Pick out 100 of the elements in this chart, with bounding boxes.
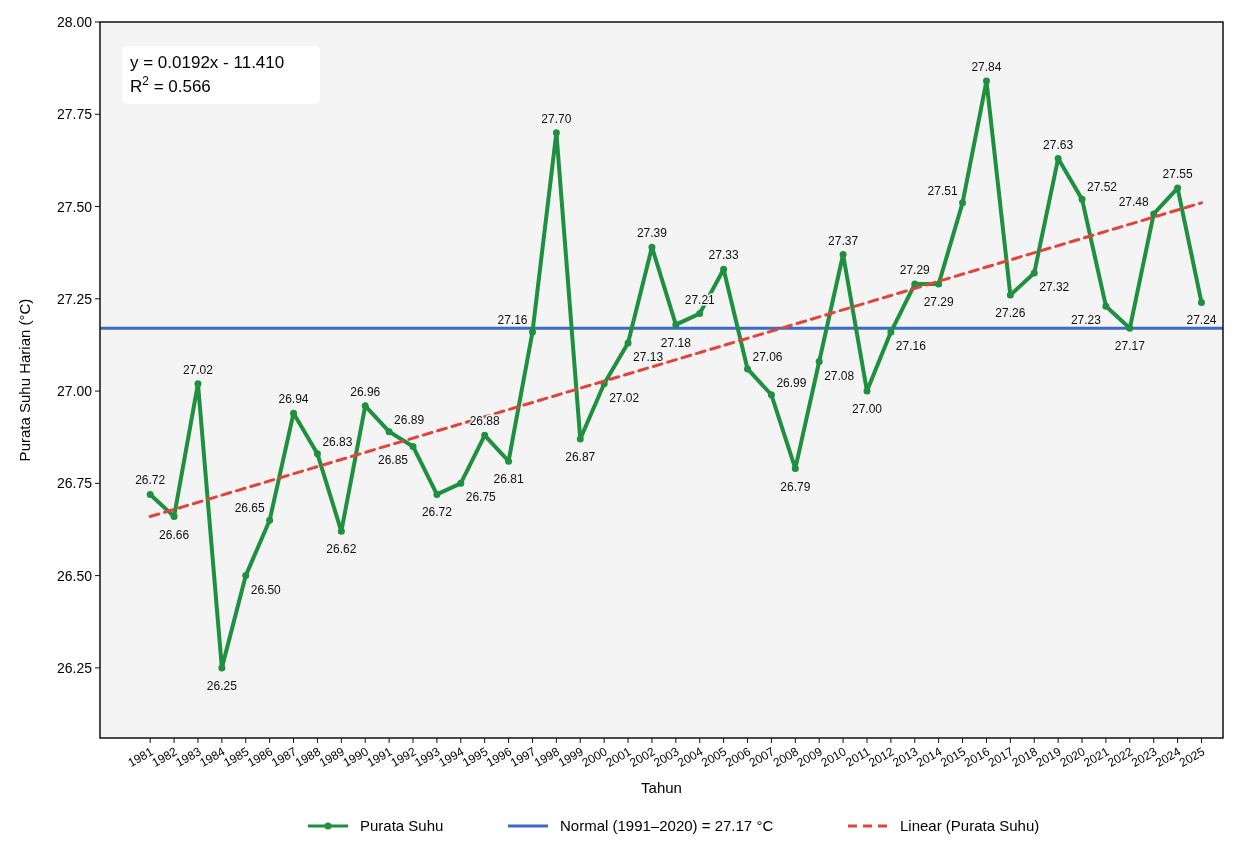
- data-label: 27.48: [1118, 194, 1150, 209]
- legend-label: Normal (1991–2020) = 27.17 °C: [560, 817, 774, 834]
- point: [266, 516, 274, 524]
- data-label: 26.87: [565, 450, 596, 465]
- point: [863, 387, 871, 395]
- legend-label: Purata Suhu: [360, 817, 444, 834]
- data-label: 27.17: [1114, 339, 1146, 354]
- data-label: 27.51: [927, 183, 958, 198]
- data-label: 27.16: [895, 339, 927, 354]
- point: [767, 391, 775, 399]
- data-label: 26.25: [206, 678, 238, 693]
- data-label: 26.99: [776, 375, 807, 390]
- point: [313, 450, 321, 458]
- annotation: y = 0.0192x - 11.410: [130, 53, 285, 72]
- data-label: 27.84: [971, 60, 1002, 75]
- data-label: 27.26: [995, 306, 1026, 321]
- data-label: 26.94: [278, 392, 309, 407]
- data-label: 27.55: [1162, 167, 1193, 182]
- point: [982, 77, 990, 85]
- y-tick-label: 27.00: [56, 383, 93, 400]
- data-label: 26.89: [394, 412, 425, 427]
- y-tick-label: 28.00: [56, 14, 93, 30]
- point: [528, 328, 536, 336]
- y-tick-label: 26.75: [56, 475, 93, 492]
- data-label: 26.66: [159, 527, 190, 542]
- data-label: 27.24: [1186, 313, 1217, 328]
- point: [1078, 195, 1086, 203]
- data-label: 26.81: [493, 472, 524, 487]
- data-label: 26.65: [234, 501, 265, 516]
- point: [337, 527, 345, 535]
- y-tick-label: 26.25: [56, 659, 93, 676]
- point: [290, 409, 298, 417]
- y-tick-label: 27.25: [56, 290, 93, 307]
- point: [1006, 291, 1014, 299]
- data-label: 26.62: [326, 542, 357, 557]
- point: [1150, 210, 1158, 218]
- y-axis-title: Purata Suhu Harian (°C): [16, 298, 33, 462]
- data-label: 27.29: [923, 295, 955, 310]
- point: [959, 199, 967, 207]
- data-label: 26.96: [350, 384, 381, 399]
- point: [1126, 324, 1134, 332]
- point: [815, 358, 823, 366]
- point: [1030, 269, 1038, 277]
- data-label: 27.70: [541, 111, 572, 126]
- point: [720, 265, 728, 273]
- y-tick-label: 27.50: [56, 198, 93, 215]
- point: [1102, 302, 1110, 310]
- point: [744, 365, 752, 373]
- data-label: 27.02: [182, 362, 214, 377]
- data-label: 26.72: [421, 505, 453, 520]
- point: [887, 328, 895, 336]
- data-label: 26.88: [469, 414, 501, 429]
- data-label: 27.29: [899, 263, 931, 278]
- y-tick-label: 27.75: [56, 106, 93, 123]
- point: [218, 664, 226, 672]
- data-label: 27.00: [851, 402, 883, 417]
- point: [624, 339, 632, 347]
- point: [194, 380, 202, 388]
- point: [672, 321, 680, 329]
- legend-label: Linear (Purata Suhu): [900, 817, 1040, 834]
- point: [1174, 184, 1182, 192]
- point: [648, 243, 656, 251]
- point: [1054, 155, 1062, 163]
- data-label: 26.83: [322, 434, 353, 449]
- point: [170, 513, 178, 521]
- point: [457, 479, 465, 487]
- data-label: 27.13: [633, 350, 664, 365]
- point: [576, 435, 584, 443]
- data-label: 27.33: [708, 248, 739, 263]
- data-label: 27.52: [1087, 180, 1118, 195]
- data-label: 27.32: [1039, 279, 1070, 294]
- point: [481, 431, 489, 439]
- point: [409, 442, 417, 450]
- data-label: 27.18: [660, 335, 692, 350]
- point: [385, 428, 393, 436]
- data-label: 26.85: [377, 453, 409, 468]
- data-label: 27.16: [497, 313, 528, 328]
- data-label: 27.06: [752, 349, 783, 364]
- point: [1198, 299, 1205, 306]
- data-label: 27.23: [1070, 313, 1102, 328]
- point: [791, 465, 799, 473]
- data-label: 27.63: [1043, 137, 1074, 152]
- data-label: 26.79: [780, 479, 811, 494]
- data-label: 27.37: [828, 233, 859, 248]
- point: [935, 280, 943, 288]
- data-label: 26.72: [135, 473, 166, 488]
- point: [361, 402, 369, 410]
- data-label: 27.08: [824, 368, 855, 383]
- point: [146, 490, 154, 498]
- data-label: 26.50: [250, 582, 282, 597]
- annotation: R$^{2}$ = 0.566: [130, 74, 211, 96]
- data-label: 26.75: [465, 490, 497, 505]
- x-axis-title: Tahun: [641, 779, 682, 796]
- point: [552, 129, 560, 137]
- point: [433, 490, 441, 498]
- data-label: 27.39: [636, 226, 668, 241]
- point: [505, 457, 513, 465]
- y-tick-label: 26.50: [56, 567, 93, 584]
- data-label: 27.02: [609, 390, 640, 405]
- point: [839, 251, 847, 259]
